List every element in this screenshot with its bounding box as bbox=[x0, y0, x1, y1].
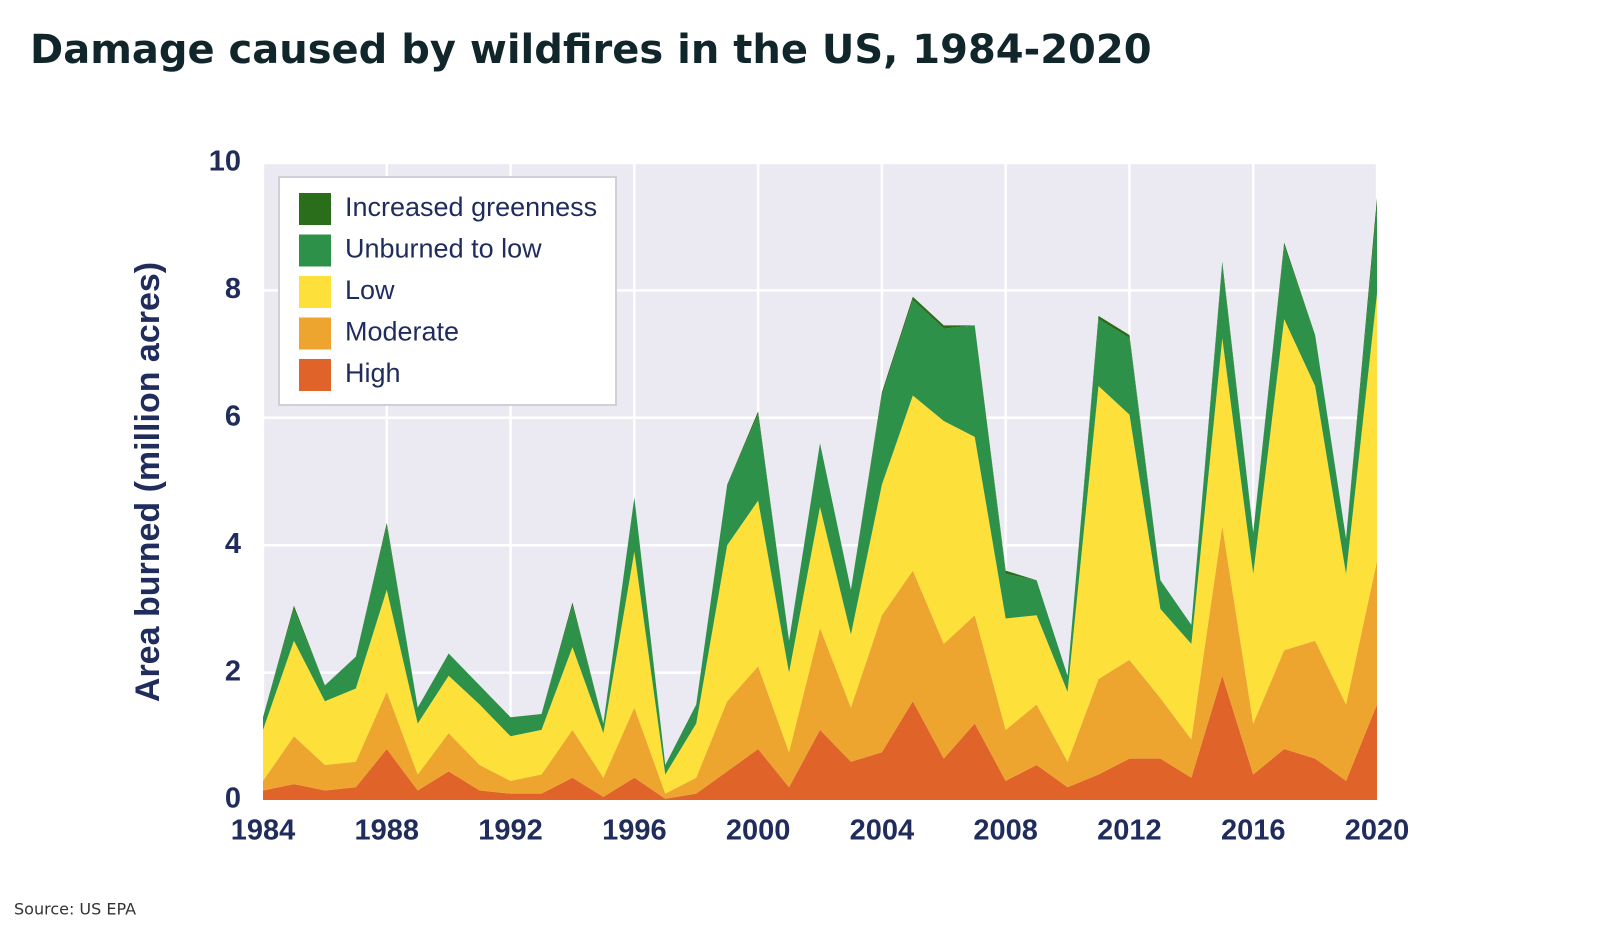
legend-label: Increased greenness bbox=[345, 192, 597, 222]
legend-swatch bbox=[299, 234, 331, 267]
x-tick-label: 1996 bbox=[602, 815, 667, 847]
source-note: Source: US EPA bbox=[14, 900, 136, 919]
x-tick-label: 2008 bbox=[973, 815, 1038, 847]
y-tick-label: 8 bbox=[225, 273, 241, 305]
legend-label: Low bbox=[345, 275, 395, 305]
legend-swatch bbox=[299, 193, 331, 225]
legend-box bbox=[278, 176, 617, 406]
x-tick-label: 2012 bbox=[1097, 815, 1162, 847]
y-tick-label: 4 bbox=[225, 528, 241, 560]
area bbox=[263, 207, 1377, 775]
y-axis-label: Area burned (million acres) bbox=[129, 262, 167, 702]
area bbox=[263, 526, 1377, 799]
chart-title: Damage caused by wildfires in the US, 19… bbox=[30, 27, 1152, 73]
legend-label: Moderate bbox=[345, 317, 459, 347]
legend-label: Unburned to low bbox=[345, 234, 542, 264]
y-tick-label: 2 bbox=[225, 655, 241, 687]
legend-swatch bbox=[299, 317, 331, 350]
x-tick-label: 2004 bbox=[850, 815, 915, 847]
y-tick-label: 10 bbox=[209, 146, 241, 178]
x-tick-label: 2016 bbox=[1221, 815, 1286, 847]
legend-label: High bbox=[345, 358, 401, 388]
x-tick-label: 1988 bbox=[355, 815, 420, 847]
x-tick-label: 2000 bbox=[726, 815, 791, 847]
y-tick-label: 0 bbox=[225, 783, 241, 815]
x-tick-label: 1984 bbox=[231, 815, 296, 847]
x-tick-label: 2020 bbox=[1345, 815, 1410, 847]
legend-swatch bbox=[299, 359, 331, 391]
area bbox=[263, 675, 1377, 800]
y-tick-label: 6 bbox=[225, 400, 241, 432]
x-tick-label: 1992 bbox=[478, 815, 543, 847]
legend-swatch bbox=[299, 276, 331, 308]
area bbox=[263, 293, 1377, 794]
